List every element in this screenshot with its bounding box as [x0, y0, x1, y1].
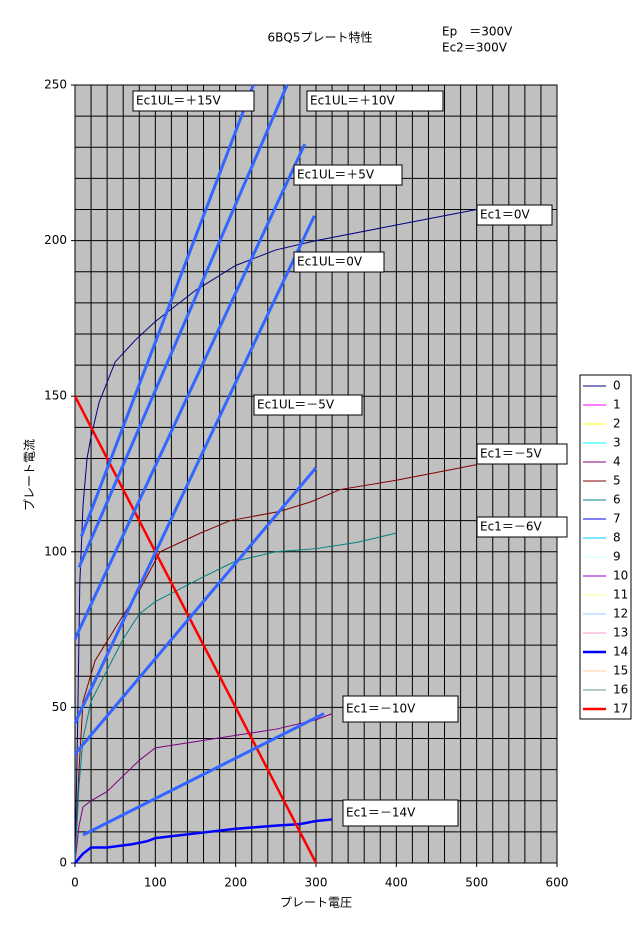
x-tick-label: 100 — [144, 876, 167, 890]
y-tick-label: 100 — [44, 544, 67, 558]
chart-title: 6BQ5プレート特性 — [268, 30, 373, 45]
legend-label: 12 — [613, 607, 628, 621]
legend-label: 4 — [613, 455, 621, 469]
annotation: Ec1＝－14V — [346, 806, 416, 820]
annotation-box — [293, 164, 403, 186]
y-tick-label: 250 — [44, 78, 67, 92]
condition: Ec2＝300V — [442, 41, 508, 55]
legend-label: 10 — [613, 569, 628, 583]
legend-label: 1 — [613, 398, 621, 412]
y-tick-label: 50 — [52, 700, 67, 714]
series-line — [73, 143, 307, 640]
y-axis-title: プレート電流 — [23, 439, 37, 511]
legend-label: 17 — [613, 702, 628, 716]
x-axis-title: プレート電圧 — [280, 896, 352, 910]
legend-label: 9 — [613, 550, 621, 564]
annotation: Ec1＝－10V — [346, 702, 416, 716]
legend-label: 6 — [613, 493, 621, 507]
x-tick-label: 500 — [465, 876, 488, 890]
y-tick-label: 200 — [44, 233, 67, 247]
series-line — [74, 713, 333, 864]
x-tick-label: 0 — [71, 876, 79, 890]
x-tick-label: 200 — [224, 876, 247, 890]
annotation-box — [293, 251, 385, 273]
series-line — [73, 395, 318, 864]
series-line — [74, 532, 397, 864]
legend-label: 8 — [613, 531, 621, 545]
series-line — [73, 466, 318, 756]
series-line — [73, 215, 316, 724]
annotation-box — [342, 695, 459, 723]
annotation: Ec1＝－6V — [480, 520, 542, 534]
legend-label: 11 — [613, 588, 628, 602]
annotation: Ec1UL＝＋5V — [297, 168, 375, 182]
series-line — [77, 84, 289, 568]
y-tick-label: 0 — [59, 856, 67, 870]
legend-label: 15 — [613, 664, 628, 678]
series-line — [74, 208, 477, 864]
annotation-box — [476, 516, 568, 538]
x-tick-label: 300 — [305, 876, 328, 890]
annotation: Ec1UL＝＋15V — [136, 94, 222, 108]
legend-label: 16 — [613, 683, 628, 697]
annotation-box — [476, 443, 568, 465]
series-line — [80, 84, 255, 537]
legend-box — [579, 374, 632, 720]
annotation-box — [132, 90, 255, 112]
x-tick-label: 400 — [385, 876, 408, 890]
annotation: Ec1UL＝－5V — [257, 398, 335, 412]
annotation-box — [476, 204, 553, 226]
x-tick-label: 600 — [546, 876, 569, 890]
legend-label: 0 — [613, 379, 621, 393]
annotation-box — [306, 90, 444, 112]
legend-label: 5 — [613, 474, 621, 488]
legend-label: 3 — [613, 436, 621, 450]
annotation: Ec1＝－5V — [480, 447, 542, 461]
legend-label: 2 — [613, 417, 621, 431]
legend-label: 13 — [613, 626, 628, 640]
y-tick-label: 150 — [44, 389, 67, 403]
annotation: Ec1UL＝0V — [297, 255, 363, 269]
series-line — [74, 818, 333, 864]
condition: Ep ＝300V — [442, 25, 513, 39]
legend-label: 14 — [613, 645, 628, 659]
annotation: Ec1UL＝＋10V — [310, 94, 396, 108]
annotation: Ec1＝0V — [480, 208, 530, 222]
series-line — [74, 464, 477, 864]
legend-label: 7 — [613, 512, 621, 526]
annotation-box — [342, 799, 459, 827]
annotation-box — [253, 394, 363, 416]
series-line — [82, 712, 325, 837]
